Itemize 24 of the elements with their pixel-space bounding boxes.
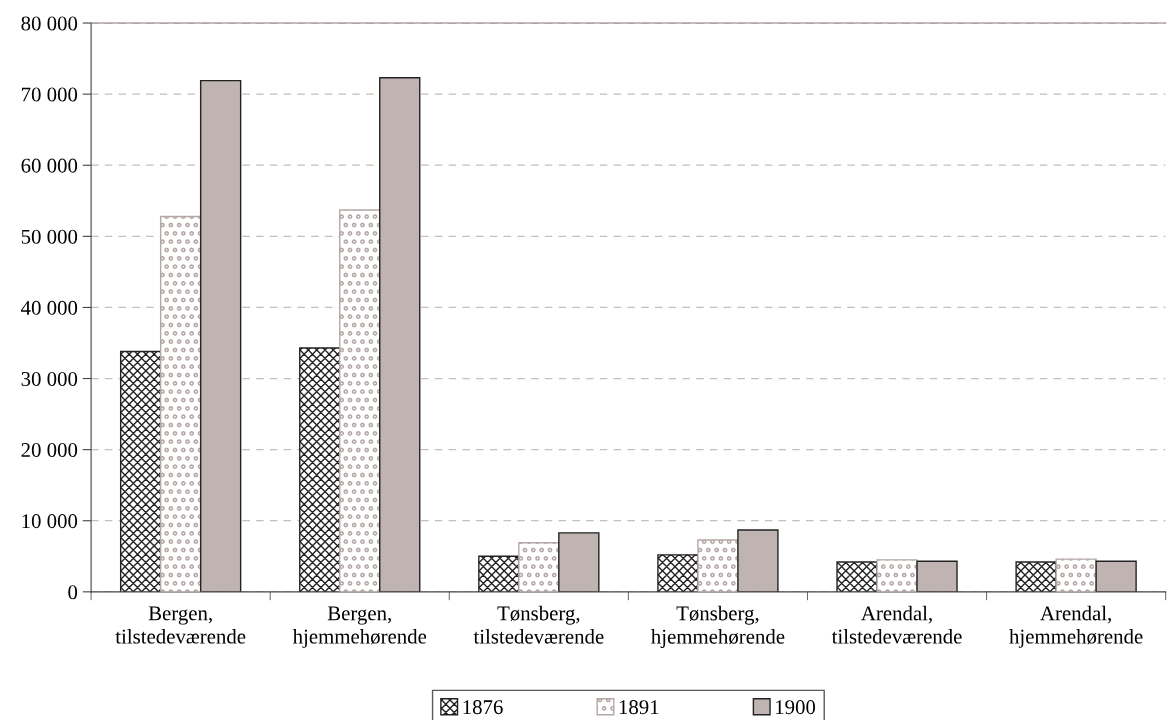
- x-tick-label: Bergen, tilstedeværende: [115, 606, 246, 644]
- y-tick-label: 70 000: [21, 87, 78, 102]
- bar: [478, 555, 520, 592]
- bar: [1015, 561, 1057, 592]
- x-tick-label: Arendal, hjemmehørende: [1009, 605, 1143, 648]
- legend-label: 1891: [619, 700, 659, 715]
- y-tick-label: 0: [68, 585, 78, 600]
- bar: [119, 350, 162, 592]
- x-tick-label: Bergen, hjemmehørende: [292, 606, 427, 648]
- y-tick-label: 40 000: [21, 300, 78, 315]
- y-tick-label: 30 000: [21, 371, 78, 386]
- bar: [657, 554, 699, 592]
- bar: [836, 561, 878, 592]
- y-tick-label: 20 000: [21, 443, 78, 458]
- legend-label: 1876: [463, 700, 503, 715]
- y-tick-label: 10 000: [22, 514, 78, 529]
- x-tick-label: Arendal, tilstedeværende: [831, 605, 962, 644]
- y-tick-label: 50 000: [21, 229, 78, 244]
- y-tick-label: 60 000: [21, 158, 78, 173]
- y-tick-label: 80 000: [21, 16, 78, 31]
- bar: [299, 347, 341, 592]
- x-tick-label: Tønsberg, tilstedeværende: [473, 605, 604, 644]
- legend-label: 1900: [776, 700, 816, 715]
- x-tick-label: Tønsberg, hjemmehørende: [651, 605, 785, 648]
